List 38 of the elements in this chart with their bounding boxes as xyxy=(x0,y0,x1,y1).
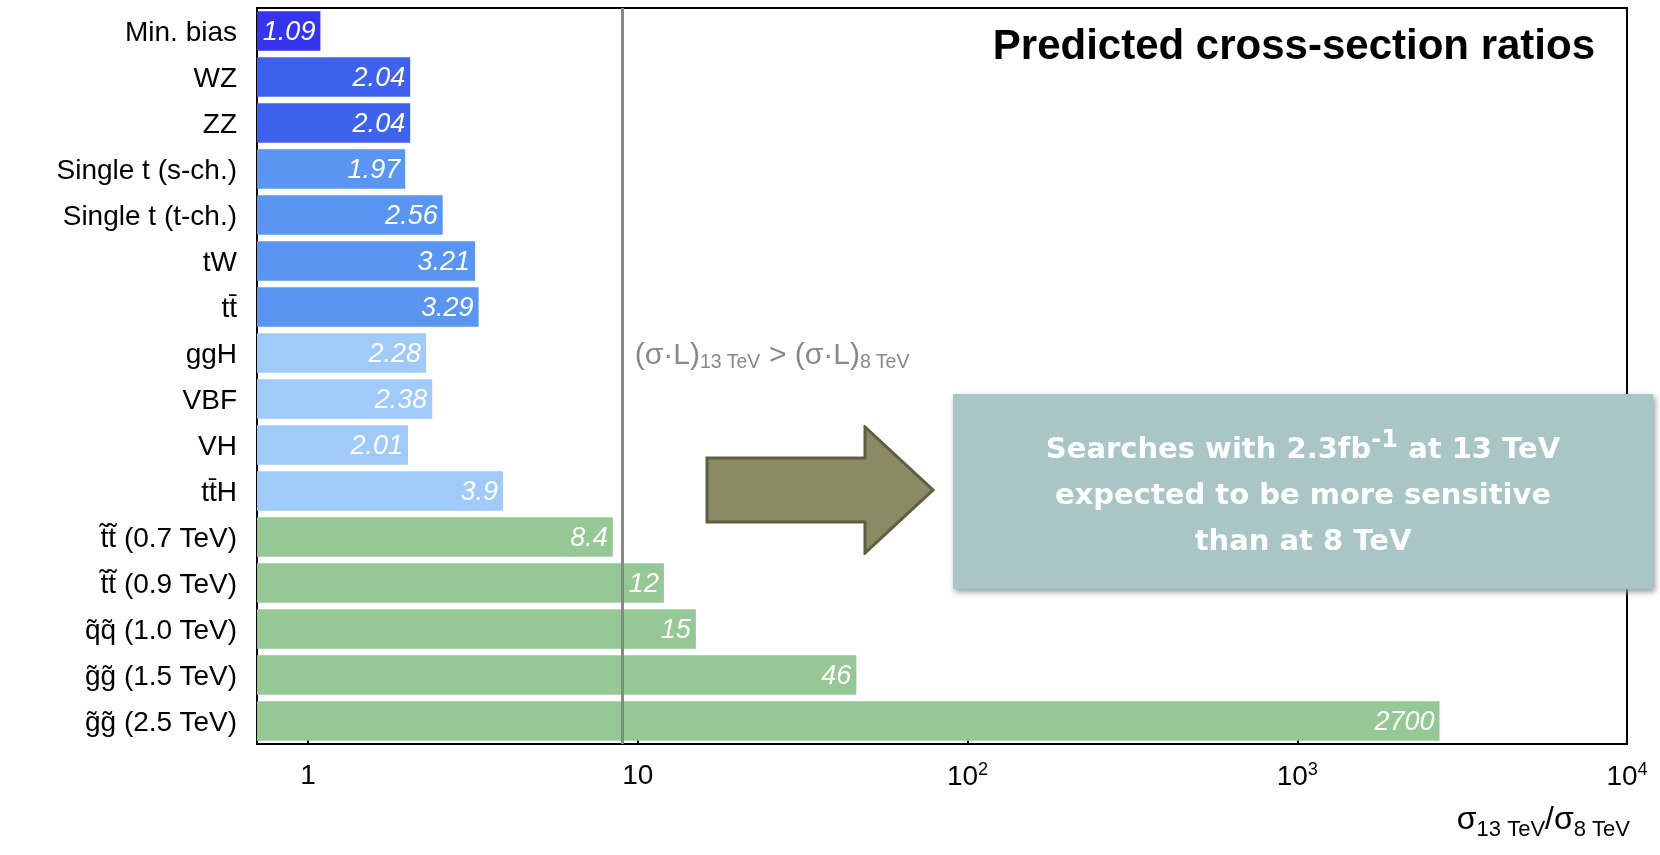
data-label: 2.04 xyxy=(351,108,406,138)
y-tick-label: tW xyxy=(202,245,238,277)
data-label: 2.01 xyxy=(349,430,404,460)
chart-title: Predicted cross-section ratios xyxy=(992,20,1596,68)
y-tick-label: WZ xyxy=(193,61,237,93)
data-label: 15 xyxy=(660,614,692,644)
y-tick-label: VBF xyxy=(182,383,237,415)
y-tick-label: q̃q̃ (1.0 TeV) xyxy=(84,613,237,645)
data-label: 3.9 xyxy=(460,476,498,506)
y-tick-label: tt̄ xyxy=(221,291,238,323)
data-label: 8.4 xyxy=(570,522,608,552)
data-label: 46 xyxy=(821,660,853,690)
data-label: 2.38 xyxy=(373,384,428,414)
y-tick-label: t̃t̃ (0.9 TeV) xyxy=(98,567,237,599)
x-tick-label: 1 xyxy=(300,758,316,790)
y-tick-label: Single t (t-ch.) xyxy=(62,199,237,231)
y-tick-label: g̃g̃ (1.5 TeV) xyxy=(84,659,237,691)
data-label: 12 xyxy=(628,568,659,598)
y-tick-label: Min. bias xyxy=(124,15,237,47)
data-label: 2.28 xyxy=(367,338,422,368)
data-label: 1.97 xyxy=(347,154,402,184)
data-label: 2.04 xyxy=(351,62,406,92)
y-tick-label: Single t (s-ch.) xyxy=(56,153,237,185)
data-label: 3.29 xyxy=(421,292,474,322)
x-axis-title: σ$_{13 TeV}$/σ$_{8 TeV}$ xyxy=(1456,800,1630,843)
y-tick-label: ZZ xyxy=(202,107,237,139)
data-label: 2700 xyxy=(1373,706,1435,736)
y-tick-label: VH xyxy=(198,429,237,461)
annotation: Searches with 2.3fb$^{-1}$ at 13 TeV expected to be more sensitive than at 8 TeV xyxy=(1044,423,1562,559)
data-label: 1.09 xyxy=(262,16,316,46)
y-tick-label: tt̄H xyxy=(201,475,237,507)
y-tick-label: g̃g̃ (2.5 TeV) xyxy=(84,705,237,737)
y-tick-label: t̃t̃ (0.7 TeV) xyxy=(98,521,237,553)
y-tick-label: ggH xyxy=(185,337,237,369)
data-label: 2.56 xyxy=(384,200,439,230)
callout-box: Searches with 2.3fb$^{-1}$ at 13 TeV expected to be more sensitive than at 8 TeV xyxy=(953,394,1653,589)
data-label: 3.21 xyxy=(417,246,471,276)
x-tick-label: 10 xyxy=(622,758,654,790)
